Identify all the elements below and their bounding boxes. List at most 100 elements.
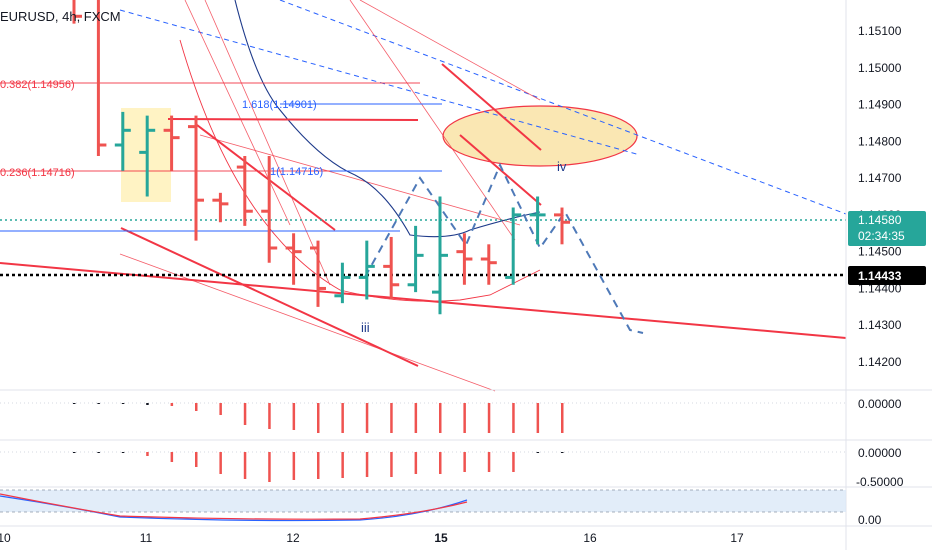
thin-channel-line <box>204 0 331 286</box>
level-price-value: 1.14433 <box>858 269 902 283</box>
candle-close <box>269 246 278 250</box>
current-price-value: 1.14580 <box>858 213 902 227</box>
histogram-bar <box>146 452 149 456</box>
histogram-bar <box>561 403 564 433</box>
pane3-axis-label: 0.00 <box>858 513 882 527</box>
histogram-bar <box>512 403 515 433</box>
histogram-bar <box>317 403 320 433</box>
candle-close <box>415 253 424 257</box>
pane1-axis-label: 0.00000 <box>858 397 902 411</box>
current-price-tag-bg <box>848 211 926 246</box>
time-tick-label: 11 <box>140 531 153 545</box>
histogram-bar <box>365 452 369 477</box>
histogram-bar <box>561 452 564 453</box>
candle-close <box>366 264 375 268</box>
price-axis[interactable]: 1.151001.150001.149001.148001.147001.146… <box>858 24 902 369</box>
price-tick-label: 1.14800 <box>858 134 902 148</box>
candle-close <box>74 14 82 18</box>
histogram-bar <box>512 452 515 472</box>
thin-channel-line <box>359 0 541 101</box>
candle-close <box>293 250 302 254</box>
time-tick-label: 15 <box>434 531 448 545</box>
histogram-bar <box>219 403 222 415</box>
time-tick-label: 10 <box>0 531 11 545</box>
histogram-bar <box>170 403 174 406</box>
price-tick-label: 1.14500 <box>858 245 902 259</box>
candle-close <box>122 128 131 132</box>
histogram-bar <box>487 403 491 433</box>
candle-open <box>285 246 294 250</box>
candle-open <box>334 294 343 298</box>
candle-open <box>529 213 538 217</box>
candle-open <box>163 128 172 132</box>
histogram-bar <box>243 452 247 479</box>
oscillator-band <box>0 490 846 512</box>
histogram-bar <box>463 452 466 472</box>
histogram-bar <box>439 452 442 474</box>
oscillator-line-red <box>0 493 468 520</box>
candle-close <box>342 275 351 279</box>
thin-channel-line <box>199 134 521 226</box>
upper-channel-trendline <box>196 124 336 231</box>
histogram-bar <box>219 452 222 474</box>
histogram-bar <box>195 452 198 467</box>
wave-projection-path <box>364 162 644 334</box>
candle-open <box>310 246 318 250</box>
candle-open <box>212 198 221 202</box>
pane2-axis-label-neg: -0.50000 <box>856 475 904 489</box>
level-price-tag: 1.14433 <box>848 266 926 285</box>
candlestick-series <box>72 0 570 315</box>
indicator-pane-3 <box>0 489 846 522</box>
price-tick-label: 1.14300 <box>858 318 902 332</box>
candle-open <box>480 257 489 261</box>
candle-close <box>196 198 204 202</box>
histogram-bar <box>121 403 125 404</box>
histogram-bar <box>536 403 540 433</box>
histogram-bar <box>292 452 296 480</box>
price-tick-label: 1.14900 <box>858 98 902 112</box>
histogram-bar <box>73 403 76 404</box>
thin-channel-line <box>119 253 496 392</box>
current-price-tag: 1.14580 02:34:35 <box>848 211 926 246</box>
lower-channel-trendline <box>120 227 419 367</box>
histogram-bar <box>487 452 491 472</box>
symbol-title[interactable]: EURUSD, 4h, FXCM <box>0 9 121 24</box>
candle-close <box>147 128 156 132</box>
candle-close <box>440 253 448 257</box>
candle-open <box>261 209 270 213</box>
time-tick-label: 12 <box>286 531 300 545</box>
histogram-bar <box>121 452 125 453</box>
candle-open <box>114 143 123 147</box>
histogram-bar <box>341 452 344 478</box>
wave-label-iv: iv <box>557 159 567 174</box>
candle-open <box>188 125 196 129</box>
histogram-bar <box>390 452 393 477</box>
histogram-bar <box>536 452 540 453</box>
candle-close <box>98 143 107 147</box>
candle-close <box>562 220 570 224</box>
candle-open <box>407 283 416 287</box>
histogram-bar <box>317 452 320 479</box>
histogram-bar <box>341 403 344 433</box>
fib-label-0236: 0.236(1.14716) <box>0 167 75 179</box>
level-price-tag-bg <box>848 266 926 285</box>
indicator-pane-2 <box>0 451 846 482</box>
histogram-bar <box>414 452 418 474</box>
candle-close <box>220 202 229 206</box>
price-tick-label: 1.15100 <box>858 24 902 38</box>
price-tick-label: 1.14700 <box>858 171 902 185</box>
candle-close <box>244 209 253 213</box>
time-axis[interactable]: 10 11 12 15 16 17 <box>0 531 744 545</box>
pane2-axis-label-zero: 0.00000 <box>858 446 902 460</box>
histogram-bar <box>414 403 418 433</box>
histogram-bar <box>365 403 369 433</box>
candle-close <box>513 213 522 217</box>
candle-close <box>318 286 326 290</box>
histogram-bar <box>170 452 174 462</box>
bar-countdown: 02:34:35 <box>858 229 905 243</box>
fib-label-1: 1(1.14716) <box>270 166 323 178</box>
projected-trendline <box>459 134 542 206</box>
indicator-pane-1 <box>0 402 846 433</box>
